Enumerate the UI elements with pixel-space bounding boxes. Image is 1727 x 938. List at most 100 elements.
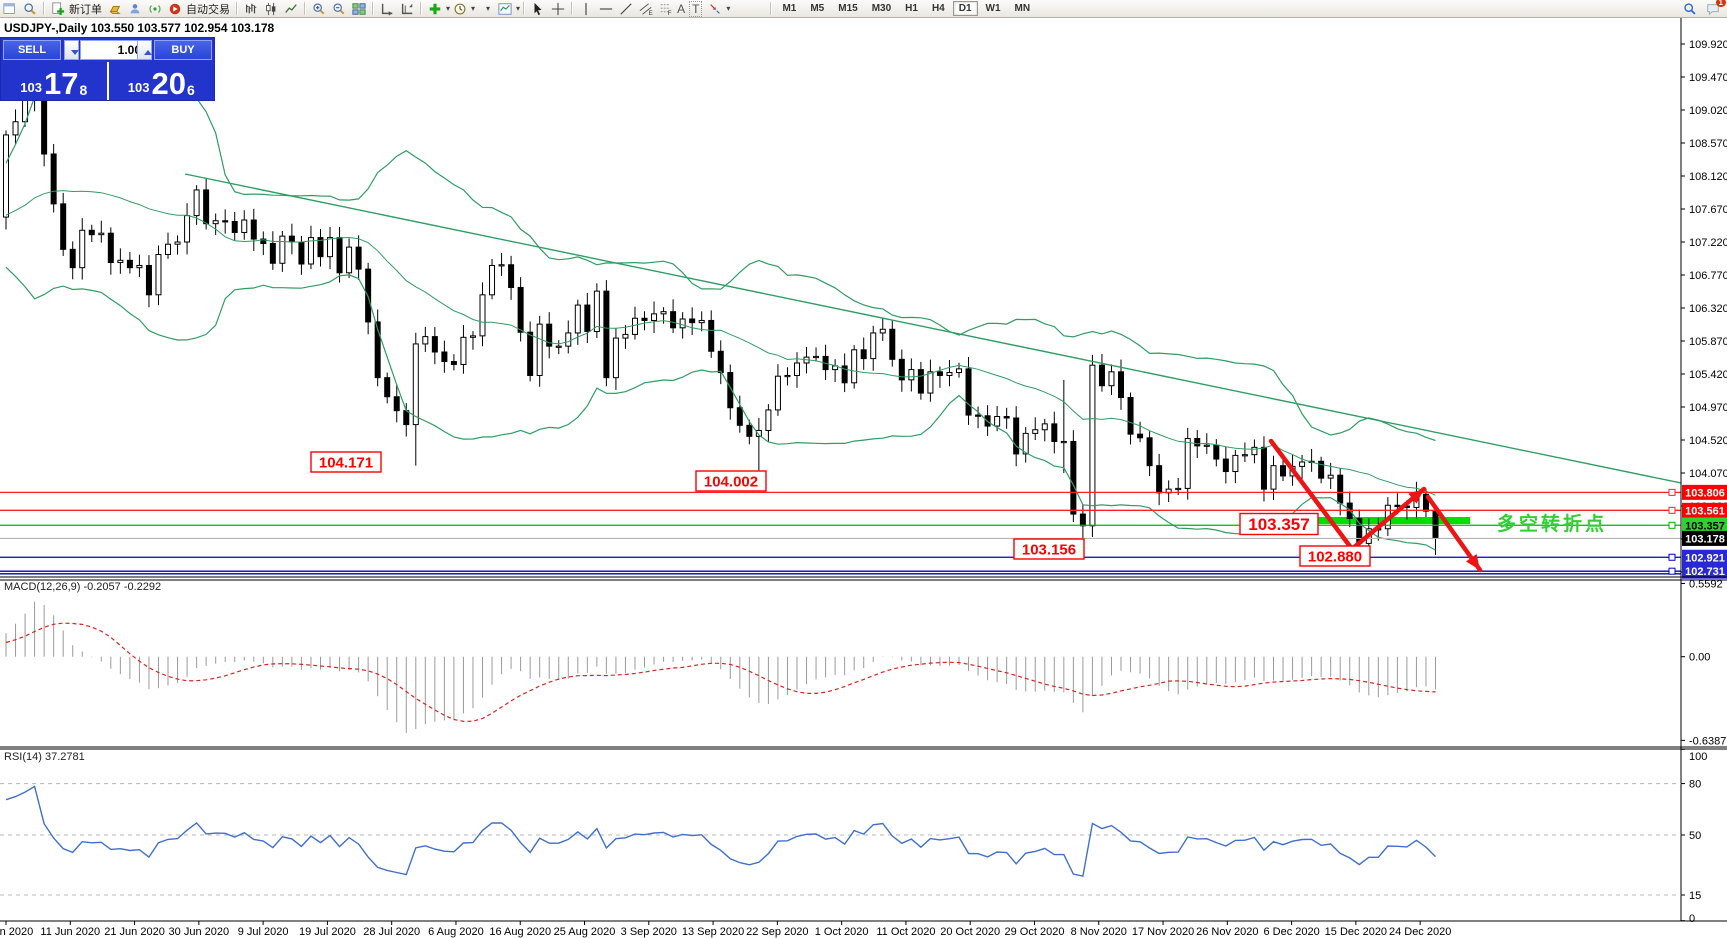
chat-icon[interactable]: 1 — [1704, 0, 1726, 16]
price-tag-box[interactable] — [310, 451, 382, 473]
candlestick-chart-icon[interactable] — [262, 1, 280, 16]
arrows-tool-icon[interactable] — [706, 1, 724, 16]
line-chart-icon[interactable] — [282, 1, 300, 16]
fibonacci-tool-icon[interactable]: F — [657, 1, 675, 16]
price-tag-box[interactable] — [1299, 545, 1371, 567]
candle-body — [260, 238, 267, 244]
candle-body — [98, 232, 105, 236]
descending-trendline[interactable] — [184, 173, 1681, 484]
market-watch-icon[interactable] — [21, 1, 39, 16]
price-tag-box[interactable] — [1239, 512, 1319, 536]
buy-button[interactable]: BUY — [154, 40, 212, 60]
new-order-icon[interactable] — [49, 1, 67, 16]
line-anchor-marker[interactable] — [1668, 521, 1676, 529]
line-anchor-marker[interactable] — [1668, 488, 1676, 496]
zoom-out-icon[interactable] — [330, 1, 348, 16]
candle-body — [698, 319, 705, 324]
volume-input[interactable] — [80, 40, 146, 60]
candle-body — [813, 355, 820, 359]
autotrade-label[interactable]: 自动交易 — [186, 3, 230, 16]
signals-icon[interactable] — [146, 1, 164, 16]
time-axis[interactable]: 2 Jun 2020 11 Jun 2020 21 Jun 2020 30 Jun 2… — [0, 921, 1451, 938]
chart-window-icon[interactable] — [1, 1, 19, 16]
community-icon[interactable] — [126, 1, 144, 16]
candle-body — [107, 232, 114, 264]
volume-increase-button[interactable] — [137, 40, 152, 60]
cursor-icon[interactable] — [529, 1, 547, 16]
horizontal-line-tool-icon[interactable] — [597, 1, 615, 16]
candle-body — [1127, 396, 1134, 435]
period-clock-icon[interactable] — [451, 1, 469, 16]
buy-price-point: 6 — [186, 82, 195, 98]
sell-button[interactable]: SELL — [3, 40, 61, 60]
rsi-axis-label: 0 — [1689, 913, 1695, 925]
candle-body — [536, 323, 543, 376]
buy-price-pips: 20 — [151, 66, 186, 101]
tab-d1[interactable]: D1 — [952, 1, 978, 16]
tab-m15[interactable]: M15 — [838, 3, 858, 14]
volume-decrease-button[interactable] — [64, 40, 79, 60]
rsi-axis-label: 50 — [1689, 830, 1701, 842]
candle-body — [1137, 433, 1144, 439]
chart-profile-icon[interactable] — [496, 1, 514, 16]
price-tag-text: 102.880 — [1308, 548, 1362, 565]
text-tool-icon[interactable]: A — [677, 1, 686, 16]
tab-h4[interactable]: H4 — [931, 3, 945, 14]
crosshair-icon[interactable] — [549, 1, 567, 16]
add-chart-caret[interactable]: ▾ — [446, 4, 451, 13]
price-tag-box[interactable] — [695, 470, 767, 492]
tab-m5[interactable]: M5 — [810, 3, 825, 14]
tile-windows-icon[interactable] — [350, 1, 368, 16]
buy-price-display[interactable]: 103 20 6 — [109, 62, 215, 100]
candle-body — [1013, 417, 1020, 455]
line-anchor-marker[interactable] — [1668, 553, 1676, 561]
period-caret[interactable]: ▾ — [471, 4, 476, 13]
candle-body — [1241, 454, 1248, 457]
candle-body — [469, 335, 476, 338]
svg-text:103.561: 103.561 — [1685, 505, 1725, 517]
x-axis-date-label: 19 Jul 2020 — [299, 926, 356, 938]
tab-mn[interactable]: MN — [1014, 3, 1031, 14]
price-tag-box[interactable] — [1013, 538, 1085, 560]
candle-body — [527, 331, 534, 376]
turning-point-annotation[interactable]: 多空转折点 — [1497, 512, 1607, 535]
arrange-vertical-icon[interactable] — [398, 1, 416, 16]
candle-body — [241, 219, 248, 233]
tab-h1[interactable]: H1 — [905, 3, 918, 14]
tab-m1[interactable]: M1 — [782, 3, 797, 14]
add-chart-icon[interactable] — [426, 1, 444, 16]
trendline-tool-icon[interactable] — [617, 1, 635, 16]
svg-text:103.806: 103.806 — [1685, 487, 1725, 499]
up-arrow-icon — [144, 49, 152, 55]
x-axis-date-label: 15 Dec 2020 — [1325, 926, 1387, 938]
price-axis[interactable]: 109.920 109.470 109.020 108.570 108.120 107.6… — [1680, 17, 1727, 921]
search-icon[interactable] — [1681, 1, 1699, 16]
toolbar: 新订单 自动交易 ▾ ▾ ▾ ▾ E F A T — [0, 0, 1727, 18]
candle-body — [174, 241, 181, 245]
tab-m30[interactable]: M30 — [871, 3, 892, 14]
tab-w1[interactable]: W1 — [985, 3, 1001, 14]
channel-tool-icon[interactable]: E — [637, 1, 655, 16]
candle-body — [403, 410, 410, 426]
text-label-tool-icon[interactable]: T — [689, 0, 703, 17]
arrange-horizontal-icon[interactable] — [378, 1, 396, 16]
autotrade-icon[interactable] — [166, 1, 184, 16]
vertical-line-tool-icon[interactable] — [577, 1, 595, 16]
deposit-icon[interactable] — [106, 1, 124, 16]
zoom-in-icon[interactable] — [310, 1, 328, 16]
line-anchor-marker[interactable] — [1668, 567, 1676, 575]
x-axis-date-label: 6 Dec 2020 — [1263, 926, 1319, 938]
line-anchor-marker[interactable] — [1668, 506, 1676, 514]
arrows-tool-caret[interactable]: ▾ — [726, 4, 731, 13]
bollinger-middle-band — [5, 190, 1436, 496]
y-axis-tick-label: 105.870 — [1689, 336, 1727, 348]
overflow-caret[interactable]: ▾ — [486, 4, 491, 13]
chart-profile-caret[interactable]: ▾ — [516, 4, 521, 13]
bar-chart-icon[interactable] — [242, 1, 260, 16]
candle-body — [1327, 474, 1334, 479]
macd-axis-label: -0.6387 — [1689, 735, 1726, 747]
x-axis-date-label: 21 Jun 2020 — [104, 926, 165, 938]
new-order-label[interactable]: 新订单 — [69, 3, 102, 16]
sell-price-display[interactable]: 103 17 8 — [1, 62, 107, 100]
